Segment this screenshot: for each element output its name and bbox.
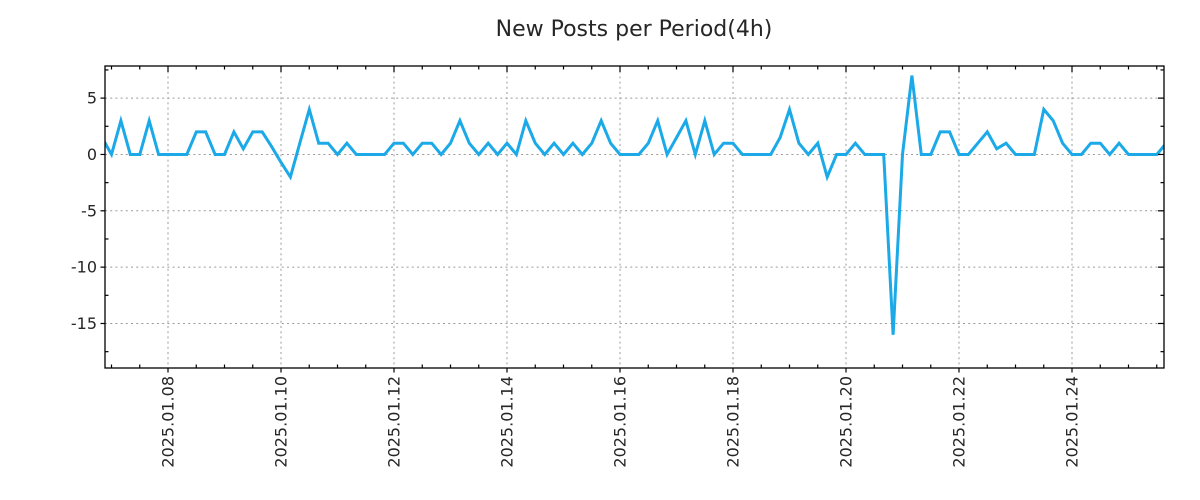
y-tick-label: -10 <box>71 258 97 277</box>
data-series-line <box>105 75 1164 335</box>
x-tick-label: 2025.01.22 <box>950 376 969 468</box>
y-tick-label: -15 <box>71 314 97 333</box>
grid <box>105 66 1164 368</box>
x-tick-label: 2025.01.24 <box>1063 376 1082 468</box>
x-tick-label: 2025.01.12 <box>385 376 404 468</box>
y-tick-label: -5 <box>81 201 97 220</box>
y-tick-label: 0 <box>87 145 97 164</box>
x-tick-label: 2025.01.14 <box>498 376 517 468</box>
x-tick-label: 2025.01.08 <box>159 376 178 468</box>
x-tick-label: 2025.01.20 <box>837 376 856 468</box>
y-tick-label: 5 <box>87 89 97 108</box>
x-tick-label: 2025.01.10 <box>272 376 291 468</box>
axis-labels: 2025.01.08 2025.01.10 2025.01.12 2025.01.14… <box>71 89 1082 468</box>
axes <box>100 65 1165 373</box>
data-series <box>105 75 1164 335</box>
x-tick-label: 2025.01.18 <box>724 376 743 468</box>
chart-title: New Posts per Period(4h) <box>496 17 773 42</box>
x-tick-label: 2025.01.16 <box>611 376 630 468</box>
plot-border <box>104 65 1165 369</box>
